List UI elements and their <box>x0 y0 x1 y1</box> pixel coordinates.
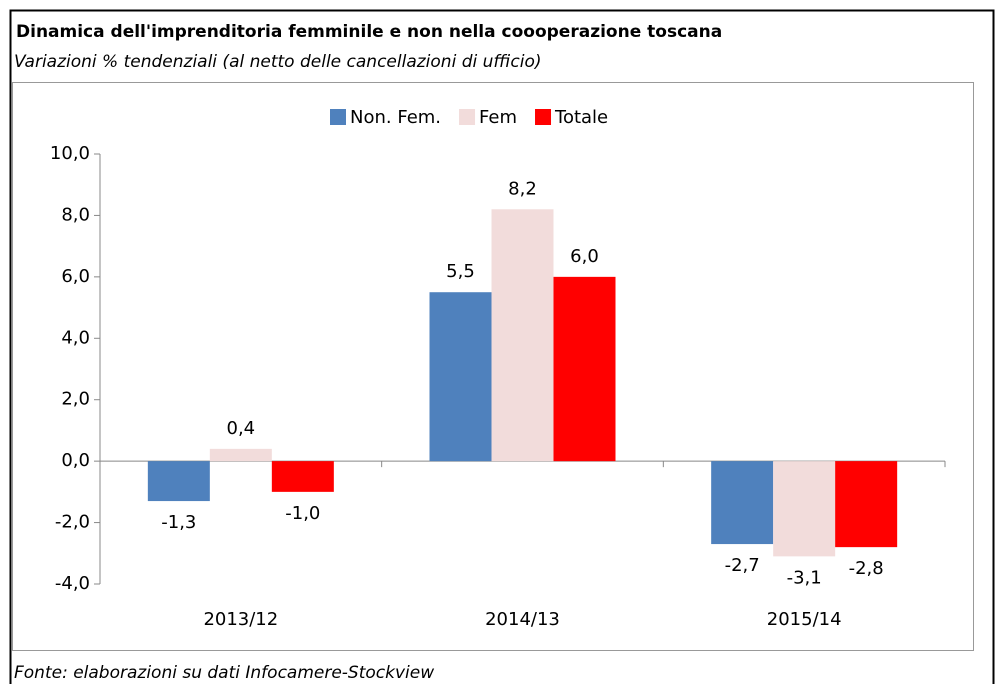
y-tick-label: 8,0 <box>61 204 90 225</box>
legend-swatch <box>459 109 476 125</box>
data-label: -1,3 <box>161 512 196 533</box>
data-label: -2,8 <box>849 558 884 579</box>
data-label: -3,1 <box>787 567 822 588</box>
chart-border <box>12 82 974 651</box>
bar <box>209 448 272 462</box>
y-tick-label: 0,0 <box>61 450 90 471</box>
data-label: 0,4 <box>227 418 256 439</box>
chart-subtitle: Variazioni % tendenziali (al netto delle… <box>14 52 541 72</box>
y-tick-label: 6,0 <box>61 266 90 287</box>
source: Fonte: elaborazioni su dati Infocamere-S… <box>14 663 434 683</box>
y-tick-label: 4,0 <box>61 327 90 348</box>
bar <box>835 461 898 548</box>
data-label: 6,0 <box>570 246 599 267</box>
bar <box>491 209 554 462</box>
y-tick-label: -4,0 <box>55 573 90 594</box>
legend-swatch <box>535 109 552 125</box>
bar <box>147 461 210 502</box>
data-label: 5,5 <box>446 261 475 282</box>
x-tick-label: 2013/12 <box>203 609 278 630</box>
bar <box>271 461 334 492</box>
bar <box>553 276 616 462</box>
legend-label: Non. Fem. <box>350 107 441 128</box>
legend-label: Totale <box>554 107 608 128</box>
y-tick-label: 10,0 <box>50 143 90 164</box>
x-tick-label: 2014/13 <box>485 609 560 630</box>
y-tick-label: -2,0 <box>55 512 90 533</box>
outer-border <box>9 9 995 684</box>
y-tick-label: 2,0 <box>61 389 90 410</box>
bar <box>773 461 836 557</box>
chart-title: Dinamica dell'imprenditoria femminile e … <box>16 22 722 42</box>
legend-swatch <box>330 109 346 125</box>
data-label: -2,7 <box>725 555 760 576</box>
data-label: -1,0 <box>285 503 320 524</box>
bar <box>429 292 492 462</box>
bar <box>711 461 774 545</box>
legend-label: Fem <box>479 107 517 128</box>
x-tick-label: 2015/14 <box>767 609 842 630</box>
data-label: 8,2 <box>508 178 537 199</box>
